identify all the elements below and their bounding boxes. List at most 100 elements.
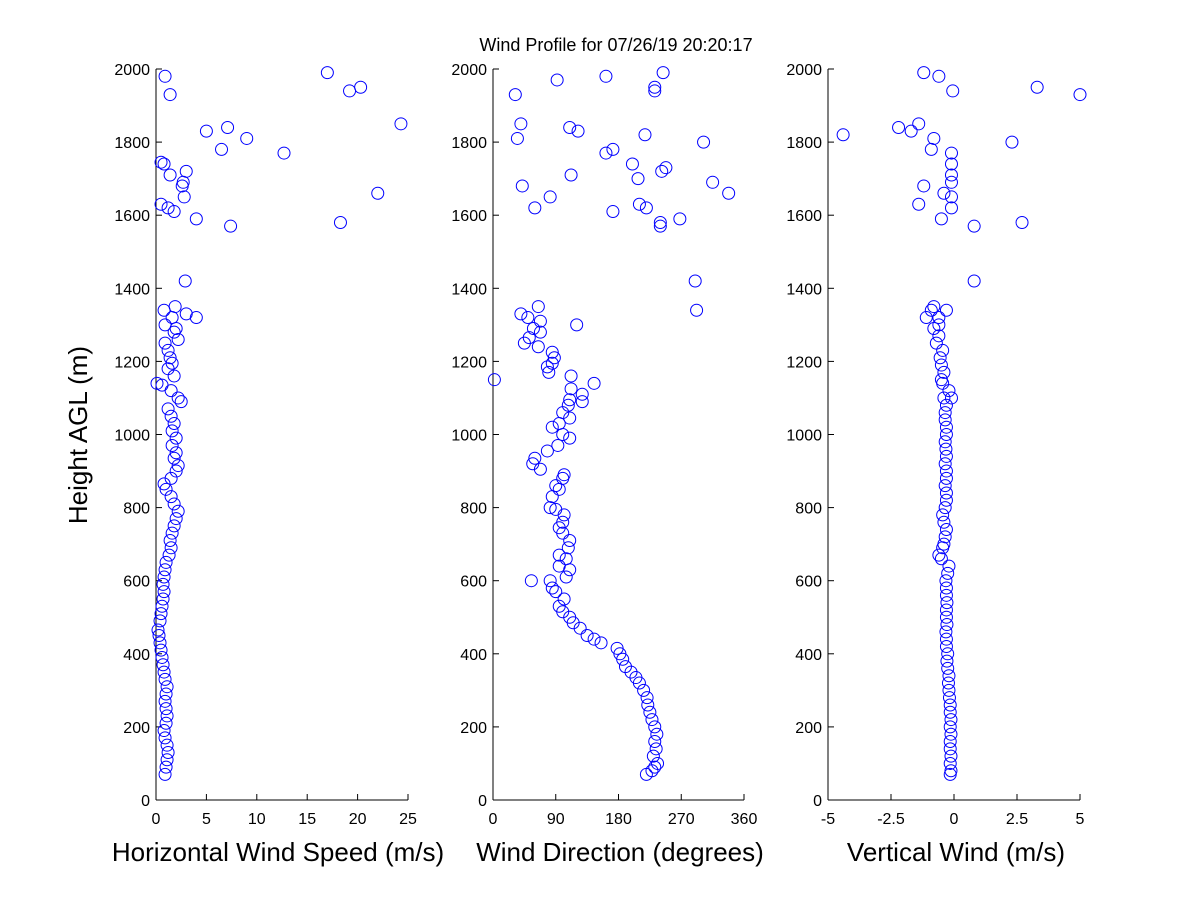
data-point <box>543 574 557 588</box>
data-point <box>653 219 667 233</box>
x-tick-label: 5 <box>202 811 211 828</box>
data-point <box>697 135 711 149</box>
data-point <box>157 157 171 171</box>
y-tick-label: 200 <box>795 720 822 737</box>
y-tick-label: 400 <box>795 647 822 664</box>
x-axis-label: Vertical Wind (m/s) <box>847 837 1065 867</box>
data-point <box>157 570 171 584</box>
data-point <box>174 395 188 409</box>
data-point <box>199 124 213 138</box>
data-point <box>161 745 175 759</box>
data-point <box>938 413 952 427</box>
data-point <box>354 80 368 94</box>
data-point <box>160 709 174 723</box>
data-point <box>917 179 931 193</box>
y-tick-label: 2000 <box>114 62 150 79</box>
data-point <box>706 175 720 189</box>
data-point <box>533 314 547 328</box>
data-point <box>648 80 662 94</box>
data-point <box>167 451 181 465</box>
data-point <box>156 577 170 591</box>
data-point <box>171 332 185 346</box>
data-point <box>343 84 357 98</box>
data-point <box>939 493 953 507</box>
data-point <box>531 340 545 354</box>
data-point <box>167 519 181 533</box>
data-point <box>967 274 981 288</box>
data-point <box>215 142 229 156</box>
data-point <box>165 311 179 325</box>
data-point <box>543 190 557 204</box>
y-tick-label: 0 <box>478 793 487 810</box>
data-point <box>169 322 183 336</box>
data-point <box>631 172 645 186</box>
data-point <box>919 311 933 325</box>
data-point <box>942 683 956 697</box>
y-tick-label: 1600 <box>786 208 822 225</box>
data-point <box>394 117 408 131</box>
data-point <box>943 742 957 756</box>
data-point <box>942 691 956 705</box>
y-tick-label: 200 <box>460 720 487 737</box>
data-point <box>938 406 952 420</box>
data-point <box>531 300 545 314</box>
data-point <box>150 376 164 390</box>
data-point <box>508 88 522 102</box>
data-point <box>655 164 669 178</box>
data-point <box>155 599 169 613</box>
data-point <box>545 581 559 595</box>
data-point <box>167 417 181 431</box>
data-point <box>932 329 946 343</box>
x-tick-label: 20 <box>349 811 367 828</box>
data-point <box>939 581 953 595</box>
data-point <box>549 585 563 599</box>
data-point <box>932 318 946 332</box>
data-point <box>160 753 174 767</box>
data-point <box>927 300 941 314</box>
data-point <box>556 515 570 529</box>
data-point <box>904 124 918 138</box>
data-point <box>551 438 565 452</box>
data-point <box>1030 80 1044 94</box>
data-point <box>552 599 566 613</box>
data-point <box>594 636 608 650</box>
data-point <box>649 742 663 756</box>
data-point <box>153 636 167 650</box>
data-point <box>165 438 179 452</box>
y-tick-label: 1600 <box>451 208 487 225</box>
data-point <box>160 738 174 752</box>
data-point <box>912 117 926 131</box>
data-point <box>547 351 561 365</box>
data-point <box>939 486 953 500</box>
data-point <box>944 764 958 778</box>
data-point <box>934 358 948 372</box>
data-point <box>564 369 578 383</box>
data-point <box>941 647 955 661</box>
x-tick-label: -5 <box>821 811 835 828</box>
data-point <box>587 376 601 390</box>
x-tick-label: 10 <box>248 811 266 828</box>
panel-2: 0 200 400 600 800 1000 1200 1400 1600 1800 2000 0 90… <box>451 62 763 867</box>
x-tick-label: 270 <box>668 811 695 828</box>
data-point <box>178 274 192 288</box>
y-tick-label: 2000 <box>451 62 487 79</box>
data-point <box>943 705 957 719</box>
data-point <box>371 186 385 200</box>
data-point <box>563 431 577 445</box>
data-point <box>169 446 183 460</box>
y-tick-label: 800 <box>123 501 150 518</box>
data-point <box>557 592 571 606</box>
data-point <box>690 303 704 317</box>
data-point <box>648 735 662 749</box>
data-point <box>333 216 347 230</box>
data-point <box>552 548 566 562</box>
data-point <box>1073 88 1087 102</box>
data-point <box>943 735 957 749</box>
data-point <box>557 468 571 482</box>
y-tick-label: 200 <box>123 720 150 737</box>
data-point <box>159 555 173 569</box>
figure-title: Wind Profile for 07/26/19 20:20:17 <box>479 35 752 55</box>
y-tick-label: 1400 <box>451 281 487 298</box>
data-point <box>540 360 554 374</box>
panel-1: 0 200 400 600 800 1000 1200 1400 1600 1800 2000 0 5 1… <box>63 62 444 867</box>
